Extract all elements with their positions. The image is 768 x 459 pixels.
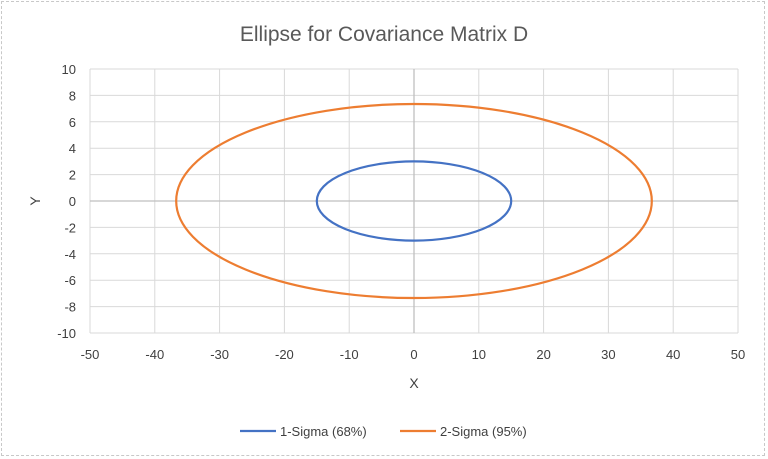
x-tick-label: 40 bbox=[666, 347, 680, 362]
x-tick-label: -10 bbox=[340, 347, 359, 362]
y-axis-label: Y bbox=[27, 196, 43, 206]
axes bbox=[90, 69, 738, 333]
x-tick-label: -30 bbox=[210, 347, 229, 362]
legend-label-2: 2-Sigma (95%) bbox=[440, 424, 527, 439]
y-tick-labels: -10 -8 -6 -4 -2 0 2 4 6 8 10 bbox=[57, 62, 76, 341]
series-group bbox=[175, 102, 653, 300]
y-tick-label: -4 bbox=[64, 247, 76, 262]
x-tick-label: -20 bbox=[275, 347, 294, 362]
series-line-1 bbox=[315, 160, 513, 242]
legend: 1-Sigma (68%) 2-Sigma (95%) bbox=[240, 424, 527, 439]
x-tick-label: 30 bbox=[601, 347, 615, 362]
chart-title: Ellipse for Covariance Matrix D bbox=[240, 23, 528, 46]
legend-label-1: 1-Sigma (68%) bbox=[280, 424, 367, 439]
y-tick-label: 2 bbox=[69, 168, 76, 183]
x-tick-label: 10 bbox=[472, 347, 486, 362]
y-tick-label: -10 bbox=[57, 326, 76, 341]
x-tick-label: 50 bbox=[731, 347, 745, 362]
y-tick-label: -8 bbox=[64, 300, 76, 315]
x-tick-labels: -50 -40 -30 -20 -10 0 10 20 30 40 50 bbox=[81, 347, 746, 362]
y-tick-label: -6 bbox=[64, 273, 76, 288]
y-tick-label: -2 bbox=[64, 220, 76, 235]
x-tick-label: 20 bbox=[536, 347, 550, 362]
x-tick-label: -40 bbox=[145, 347, 164, 362]
x-tick-label: 0 bbox=[410, 347, 417, 362]
y-tick-label: 4 bbox=[69, 141, 76, 156]
x-axis-label: X bbox=[409, 375, 419, 391]
x-tick-label: -50 bbox=[81, 347, 100, 362]
series-line-2 bbox=[175, 102, 653, 300]
y-tick-label: 0 bbox=[69, 194, 76, 209]
y-tick-label: 8 bbox=[69, 88, 76, 103]
y-tick-label: 6 bbox=[69, 115, 76, 130]
y-tick-label: 10 bbox=[62, 62, 76, 77]
